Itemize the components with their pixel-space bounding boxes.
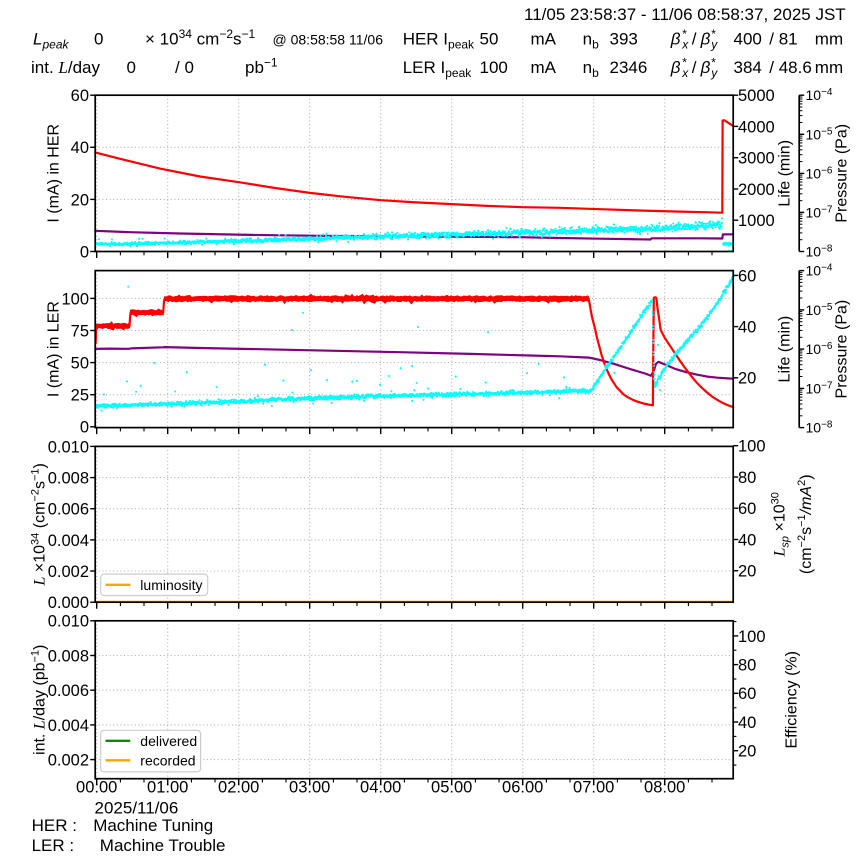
svg-text:20: 20 [738, 743, 756, 761]
svg-text:Efficiency (%): Efficiency (%) [784, 651, 801, 749]
svg-text:HER :: HER : [32, 816, 77, 835]
svg-text:Life (min): Life (min) [777, 140, 794, 207]
svg-text:0: 0 [127, 58, 136, 77]
svg-text:50: 50 [71, 355, 89, 373]
svg-text:40: 40 [738, 714, 756, 732]
svg-text:mA: mA [531, 58, 557, 77]
svg-text:0: 0 [80, 243, 89, 261]
svg-text:0: 0 [94, 30, 103, 49]
svg-text:04:00: 04:00 [360, 779, 401, 797]
svg-text:recorded: recorded [140, 752, 195, 768]
svg-text:β*x/β*y: β * x / β* y [670, 27, 719, 52]
svg-text:Lsp ×1030: Lsp ×1030 [770, 492, 792, 557]
svg-text:393: 393 [610, 30, 638, 49]
svg-text:int. L/day: int. L/day [31, 58, 101, 77]
svg-text:20: 20 [738, 370, 756, 388]
svg-text:100: 100 [61, 290, 89, 308]
svg-text:mm: mm [815, 58, 843, 77]
svg-text:(cm−2s−1/mA2): (cm−2s−1/mA2) [796, 474, 815, 574]
svg-text:20: 20 [738, 563, 756, 581]
svg-text:06:00: 06:00 [502, 779, 543, 797]
svg-text:3000: 3000 [738, 150, 775, 168]
svg-text:4000: 4000 [738, 118, 775, 136]
svg-text:40: 40 [71, 139, 89, 157]
svg-text:400/81: 400/81 [734, 30, 798, 49]
svg-text:/ 0: / 0 [175, 58, 194, 77]
svg-text:Machine Tuning: Machine Tuning [93, 816, 213, 835]
svg-text:75: 75 [71, 322, 89, 340]
svg-text:20: 20 [71, 191, 89, 209]
svg-text:0.004: 0.004 [48, 717, 89, 735]
svg-text:2346: 2346 [610, 58, 648, 77]
svg-text:60: 60 [738, 267, 756, 285]
svg-text:LER :: LER : [32, 836, 75, 855]
svg-text:mm: mm [815, 30, 843, 49]
svg-text:× 1034 cm−2s−1: × 1034 cm−2s−1 [145, 27, 256, 49]
svg-text:0.002: 0.002 [48, 752, 89, 770]
svg-text:08:00: 08:00 [644, 779, 685, 797]
svg-text:2025/11/06: 2025/11/06 [95, 799, 179, 818]
svg-text:25: 25 [71, 387, 89, 405]
svg-text:Machine Trouble: Machine Trouble [100, 836, 226, 855]
svg-text:384/48.6: 384/48.6 [734, 58, 812, 77]
svg-text:β*x/β*y: β * x / β* y [670, 56, 719, 81]
svg-text:0: 0 [80, 419, 89, 437]
svg-text:0.008: 0.008 [48, 647, 89, 665]
svg-text:delivered: delivered [140, 733, 197, 749]
svg-text:0.006: 0.006 [48, 682, 89, 700]
svg-text:I (mA) in HER: I (mA) in HER [46, 124, 63, 223]
svg-text:Life (min): Life (min) [777, 316, 794, 383]
svg-text:int. L/day (pb−1): int. L/day (pb−1) [30, 645, 49, 755]
svg-text:Pressure (Pa): Pressure (Pa) [834, 300, 851, 399]
svg-text:40: 40 [738, 531, 756, 549]
svg-text:02:00: 02:00 [218, 779, 259, 797]
svg-text:0.006: 0.006 [48, 501, 89, 519]
svg-text:0.010: 0.010 [48, 613, 89, 631]
svg-text:0.010: 0.010 [48, 438, 89, 456]
svg-text:100: 100 [738, 628, 766, 646]
svg-text:I (mA) in LER: I (mA) in LER [46, 301, 63, 397]
svg-text:L ×1034 (cm−2s−1): L ×1034 (cm−2s−1) [30, 463, 49, 586]
svg-text:luminosity: luminosity [140, 577, 202, 593]
svg-text:100: 100 [480, 58, 508, 77]
svg-text:60: 60 [71, 87, 89, 105]
svg-text:60: 60 [738, 685, 756, 703]
svg-text:0.008: 0.008 [48, 470, 89, 488]
svg-text:80: 80 [738, 657, 756, 675]
svg-text:mA: mA [531, 30, 557, 49]
svg-text:05:00: 05:00 [431, 779, 472, 797]
svg-text:00:00: 00:00 [76, 779, 117, 797]
svg-text:1000: 1000 [738, 212, 775, 230]
svg-text:80: 80 [738, 469, 756, 487]
svg-text:60: 60 [738, 500, 756, 518]
svg-text:5000: 5000 [738, 87, 775, 105]
svg-text:@ 08:58:58 11/06: @ 08:58:58 11/06 [273, 32, 384, 48]
svg-text:0.004: 0.004 [48, 532, 89, 550]
svg-text:11/05 23:58:37 - 11/06 08:58:3: 11/05 23:58:37 - 11/06 08:58:37, 2025 JS… [524, 5, 846, 24]
svg-text:07:00: 07:00 [573, 779, 614, 797]
svg-text:03:00: 03:00 [289, 779, 330, 797]
svg-text:01:00: 01:00 [147, 779, 188, 797]
svg-text:2000: 2000 [738, 181, 775, 199]
svg-text:Pressure (Pa): Pressure (Pa) [834, 124, 851, 223]
svg-text:40: 40 [738, 319, 756, 337]
svg-text:50: 50 [480, 30, 499, 49]
svg-text:0.002: 0.002 [48, 563, 89, 581]
svg-text:100: 100 [738, 438, 766, 456]
svg-text:0.000: 0.000 [48, 594, 89, 612]
